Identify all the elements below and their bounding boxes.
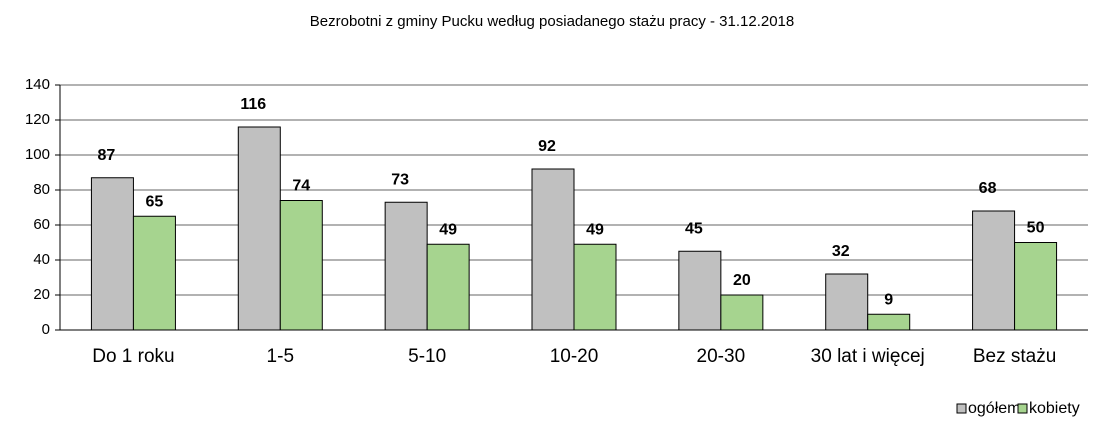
bar	[426, 243, 470, 331]
value-label: 20	[733, 272, 751, 289]
value-label: 49	[586, 221, 604, 238]
value-label: 68	[979, 180, 997, 197]
value-label: 92	[538, 138, 556, 155]
bar	[678, 250, 722, 331]
bar	[237, 126, 281, 331]
value-label: 45	[685, 220, 703, 237]
bar	[384, 201, 428, 331]
x-tick-label: Bez stażu	[973, 346, 1056, 367]
value-label: 9	[884, 291, 893, 308]
bar	[1014, 242, 1058, 331]
value-label: 116	[240, 96, 266, 113]
y-tick-label: 20	[33, 286, 50, 303]
legend-swatch	[1017, 403, 1028, 414]
legend-swatch	[956, 403, 967, 414]
x-tick-label: 30 lat i więcej	[811, 346, 925, 367]
y-tick-label: 80	[33, 181, 50, 198]
value-label: 32	[832, 243, 850, 260]
chart-title: Bezrobotni z gminy Pucku według posiadan…	[310, 13, 794, 30]
bar	[132, 215, 176, 331]
bar	[972, 210, 1016, 331]
bar	[90, 177, 134, 331]
value-label: 73	[391, 171, 409, 188]
y-tick-label: 0	[42, 321, 50, 338]
legend-label: ogółem	[968, 400, 1020, 417]
x-tick-label: 10-20	[550, 346, 599, 367]
value-label: 65	[146, 193, 164, 210]
x-tick-label: 1-5	[267, 346, 294, 367]
y-tick-label: 40	[33, 251, 50, 268]
bar	[720, 294, 764, 331]
y-tick-label: 140	[25, 76, 50, 93]
y-tick-label: 120	[25, 111, 50, 128]
x-tick-label: 5-10	[408, 346, 446, 367]
value-label: 49	[439, 221, 457, 238]
legend-label: kobiety	[1029, 400, 1080, 417]
value-label: 50	[1027, 220, 1045, 237]
x-tick-label: 20-30	[697, 346, 746, 367]
bar	[531, 168, 575, 331]
value-label: 87	[98, 147, 116, 164]
bar	[279, 200, 323, 331]
x-tick-label: Do 1 roku	[92, 346, 174, 367]
bar	[573, 243, 617, 331]
y-tick-label: 60	[33, 216, 50, 233]
y-tick-label: 100	[25, 146, 50, 163]
bar	[825, 273, 869, 331]
value-label: 74	[292, 178, 310, 195]
bar	[867, 313, 911, 331]
